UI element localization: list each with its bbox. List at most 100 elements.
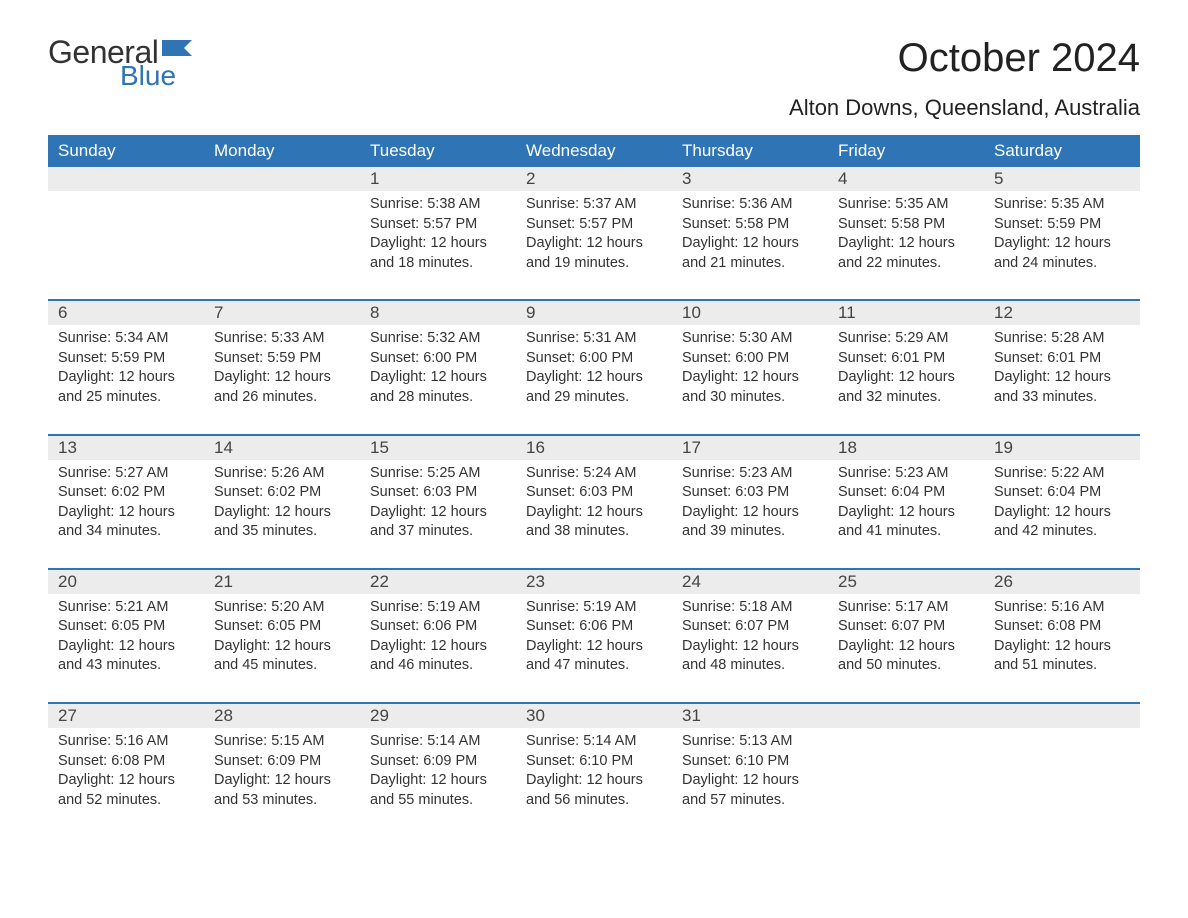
day-number-row: 13141516171819 [48,436,1140,460]
day-number: 1 [360,167,516,191]
daylight-line1: Daylight: 12 hours [682,234,818,254]
sunrise-text: Sunrise: 5:23 AM [682,464,818,484]
daylight-line2: and 51 minutes. [994,656,1130,676]
day-number: 13 [48,436,204,460]
day-cell [48,191,204,299]
sunset-text: Sunset: 6:06 PM [370,617,506,637]
sunrise-text: Sunrise: 5:31 AM [526,329,662,349]
sunrise-text: Sunrise: 5:32 AM [370,329,506,349]
day-number: 22 [360,570,516,594]
sunset-text: Sunset: 6:09 PM [370,752,506,772]
sunrise-text: Sunrise: 5:23 AM [838,464,974,484]
day-number: 9 [516,301,672,325]
daylight-line2: and 37 minutes. [370,522,506,542]
sunset-text: Sunset: 6:02 PM [58,483,194,503]
sunset-text: Sunset: 6:08 PM [994,617,1130,637]
day-cell: Sunrise: 5:28 AMSunset: 6:01 PMDaylight:… [984,325,1140,433]
sunset-text: Sunset: 6:05 PM [58,617,194,637]
daylight-line2: and 56 minutes. [526,791,662,811]
day-cell: Sunrise: 5:18 AMSunset: 6:07 PMDaylight:… [672,594,828,702]
day-cell: Sunrise: 5:22 AMSunset: 6:04 PMDaylight:… [984,460,1140,568]
daylight-line1: Daylight: 12 hours [994,503,1130,523]
sunset-text: Sunset: 6:07 PM [838,617,974,637]
daylight-line1: Daylight: 12 hours [682,771,818,791]
day-cell: Sunrise: 5:33 AMSunset: 5:59 PMDaylight:… [204,325,360,433]
day-cell: Sunrise: 5:32 AMSunset: 6:00 PMDaylight:… [360,325,516,433]
daylight-line1: Daylight: 12 hours [58,637,194,657]
weekday-label: Thursday [672,135,828,167]
sunrise-text: Sunrise: 5:28 AM [994,329,1130,349]
day-number: 18 [828,436,984,460]
day-number: 21 [204,570,360,594]
daylight-line2: and 29 minutes. [526,388,662,408]
day-cell: Sunrise: 5:25 AMSunset: 6:03 PMDaylight:… [360,460,516,568]
daylight-line2: and 25 minutes. [58,388,194,408]
sunrise-text: Sunrise: 5:17 AM [838,598,974,618]
day-content-row: Sunrise: 5:27 AMSunset: 6:02 PMDaylight:… [48,460,1140,568]
day-number: 11 [828,301,984,325]
day-number-row: 12345 [48,167,1140,191]
daylight-line1: Daylight: 12 hours [526,637,662,657]
daylight-line2: and 32 minutes. [838,388,974,408]
daylight-line2: and 39 minutes. [682,522,818,542]
sunset-text: Sunset: 6:05 PM [214,617,350,637]
sunrise-text: Sunrise: 5:14 AM [370,732,506,752]
day-content-row: Sunrise: 5:16 AMSunset: 6:08 PMDaylight:… [48,728,1140,836]
sunset-text: Sunset: 6:04 PM [994,483,1130,503]
daylight-line1: Daylight: 12 hours [838,234,974,254]
daylight-line1: Daylight: 12 hours [214,637,350,657]
sunset-text: Sunset: 6:03 PM [370,483,506,503]
sunset-text: Sunset: 6:10 PM [682,752,818,772]
day-number: 14 [204,436,360,460]
daylight-line2: and 48 minutes. [682,656,818,676]
day-number: 16 [516,436,672,460]
daylight-line1: Daylight: 12 hours [370,637,506,657]
daylight-line2: and 45 minutes. [214,656,350,676]
daylight-line1: Daylight: 12 hours [214,503,350,523]
calendar: Sunday Monday Tuesday Wednesday Thursday… [48,135,1140,836]
day-cell: Sunrise: 5:38 AMSunset: 5:57 PMDaylight:… [360,191,516,299]
daylight-line1: Daylight: 12 hours [370,771,506,791]
daylight-line1: Daylight: 12 hours [526,368,662,388]
day-cell: Sunrise: 5:26 AMSunset: 6:02 PMDaylight:… [204,460,360,568]
daylight-line2: and 24 minutes. [994,254,1130,274]
day-number: 23 [516,570,672,594]
daylight-line2: and 18 minutes. [370,254,506,274]
day-number [984,704,1140,728]
day-cell: Sunrise: 5:27 AMSunset: 6:02 PMDaylight:… [48,460,204,568]
week-row: 13141516171819Sunrise: 5:27 AMSunset: 6:… [48,434,1140,568]
day-number: 26 [984,570,1140,594]
daylight-line1: Daylight: 12 hours [838,503,974,523]
daylight-line2: and 46 minutes. [370,656,506,676]
day-cell: Sunrise: 5:35 AMSunset: 5:59 PMDaylight:… [984,191,1140,299]
day-cell: Sunrise: 5:24 AMSunset: 6:03 PMDaylight:… [516,460,672,568]
day-cell: Sunrise: 5:15 AMSunset: 6:09 PMDaylight:… [204,728,360,836]
day-cell: Sunrise: 5:36 AMSunset: 5:58 PMDaylight:… [672,191,828,299]
weeks-container: 12345Sunrise: 5:38 AMSunset: 5:57 PMDayl… [48,167,1140,836]
day-number: 2 [516,167,672,191]
logo-word-blue: Blue [120,62,192,90]
sunset-text: Sunset: 6:04 PM [838,483,974,503]
sunrise-text: Sunrise: 5:34 AM [58,329,194,349]
day-number [48,167,204,191]
daylight-line2: and 50 minutes. [838,656,974,676]
daylight-line2: and 55 minutes. [370,791,506,811]
weekday-label: Monday [204,135,360,167]
daylight-line1: Daylight: 12 hours [526,503,662,523]
weekday-header-row: Sunday Monday Tuesday Wednesday Thursday… [48,135,1140,167]
sunrise-text: Sunrise: 5:37 AM [526,195,662,215]
daylight-line1: Daylight: 12 hours [682,637,818,657]
daylight-line1: Daylight: 12 hours [370,368,506,388]
sunrise-text: Sunrise: 5:36 AM [682,195,818,215]
daylight-line2: and 42 minutes. [994,522,1130,542]
day-cell: Sunrise: 5:14 AMSunset: 6:10 PMDaylight:… [516,728,672,836]
sunset-text: Sunset: 6:00 PM [526,349,662,369]
sunrise-text: Sunrise: 5:33 AM [214,329,350,349]
day-cell: Sunrise: 5:23 AMSunset: 6:03 PMDaylight:… [672,460,828,568]
day-number [204,167,360,191]
daylight-line1: Daylight: 12 hours [58,771,194,791]
day-cell: Sunrise: 5:23 AMSunset: 6:04 PMDaylight:… [828,460,984,568]
daylight-line1: Daylight: 12 hours [994,368,1130,388]
day-cell: Sunrise: 5:13 AMSunset: 6:10 PMDaylight:… [672,728,828,836]
week-row: 12345Sunrise: 5:38 AMSunset: 5:57 PMDayl… [48,167,1140,299]
